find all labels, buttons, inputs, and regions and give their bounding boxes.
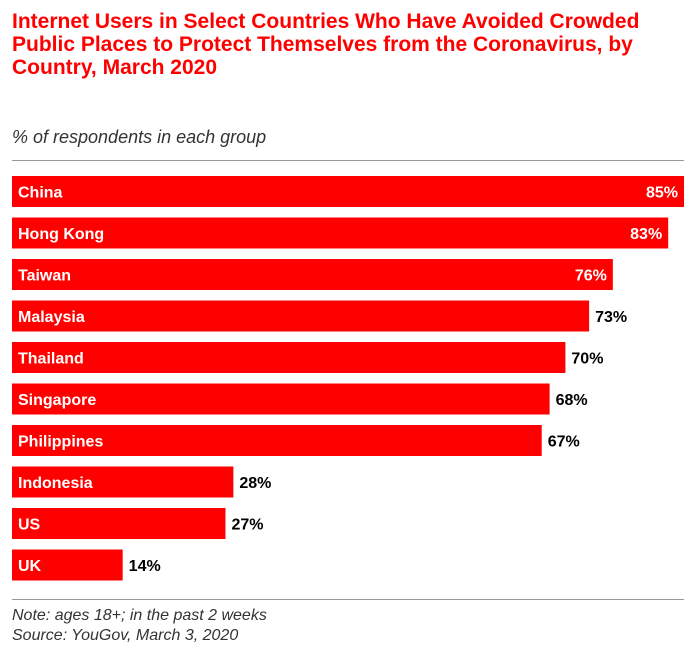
bar-thailand: [12, 342, 566, 373]
bar-china: [12, 176, 684, 207]
category-label-uk: UK: [18, 558, 42, 575]
footnote: Note: ages 18+; in the past 2 weeks Sour…: [12, 606, 267, 646]
bar-singapore: [12, 383, 550, 415]
bottom-divider: [12, 599, 684, 600]
note-text: Note: ages 18+; in the past 2 weeks: [12, 607, 267, 624]
category-label-taiwan: Taiwan: [18, 268, 71, 285]
category-label-indonesia: Indonesia: [18, 475, 93, 492]
category-label-thailand: Thailand: [18, 351, 84, 368]
category-label-malaysia: Malaysia: [18, 309, 85, 326]
bar-philippines: [12, 425, 542, 456]
value-label-hong-kong: 83%: [630, 226, 662, 243]
bar-malaysia: [12, 300, 590, 332]
chart-subtitle: % of respondents in each group: [12, 127, 267, 147]
value-label-singapore: 68%: [556, 392, 588, 409]
bar-uk: [12, 549, 123, 581]
value-label-philippines: 67%: [548, 434, 580, 451]
value-label-us: 27%: [231, 517, 263, 534]
value-label-malaysia: 73%: [595, 309, 627, 326]
top-divider: [12, 160, 684, 161]
value-label-china: 85%: [646, 185, 678, 202]
category-label-philippines: Philippines: [18, 434, 103, 451]
category-label-hong-kong: Hong Kong: [18, 226, 104, 243]
value-label-indonesia: 28%: [239, 475, 271, 492]
value-label-taiwan: 76%: [575, 268, 607, 285]
bar-hong-kong: [12, 217, 669, 249]
bar-us: [12, 508, 226, 539]
category-label-us: US: [18, 517, 41, 534]
category-label-singapore: Singapore: [18, 392, 96, 409]
source-text: Source: YouGov, March 3, 2020: [12, 627, 239, 644]
category-label-china: China: [18, 185, 63, 202]
value-label-thailand: 70%: [571, 351, 603, 368]
bar-taiwan: [12, 259, 613, 290]
chart-title: Internet Users in Select Countries Who H…: [12, 10, 640, 79]
bar-chart: China 85% Hong Kong 83% Taiwan 76% Malaysia 73%…: [12, 176, 684, 581]
value-label-uk: 14%: [129, 558, 161, 575]
bar-indonesia: [12, 466, 234, 498]
